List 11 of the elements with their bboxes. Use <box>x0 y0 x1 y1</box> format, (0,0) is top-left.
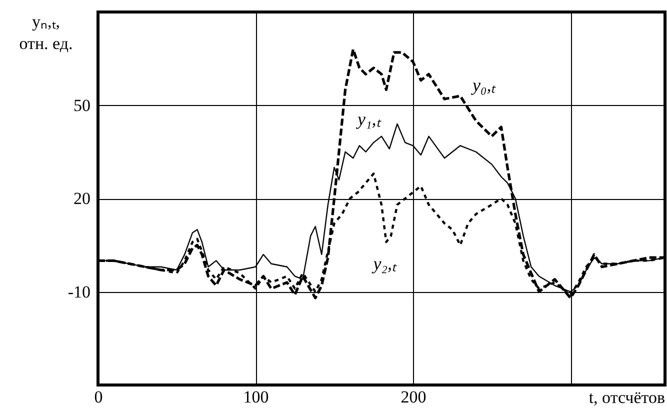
series-label: y₀,ₜ <box>470 75 496 96</box>
x-tick-label: 0 <box>94 388 103 406</box>
x-axis-title: t, отсчётов <box>588 388 665 407</box>
y-tick-label: 20 <box>74 189 90 208</box>
series-label: y₁,ₜ <box>356 109 382 130</box>
x-tick-label: 200 <box>400 388 426 406</box>
y-axis-title: yₙ,ₜ, отн. ед. <box>19 12 73 53</box>
y-tick-label: 50 <box>74 96 90 115</box>
y-tick-label: -10 <box>68 282 90 302</box>
x-tick-label: 100 <box>243 388 269 406</box>
series-label: y₂,ₜ <box>371 253 398 274</box>
